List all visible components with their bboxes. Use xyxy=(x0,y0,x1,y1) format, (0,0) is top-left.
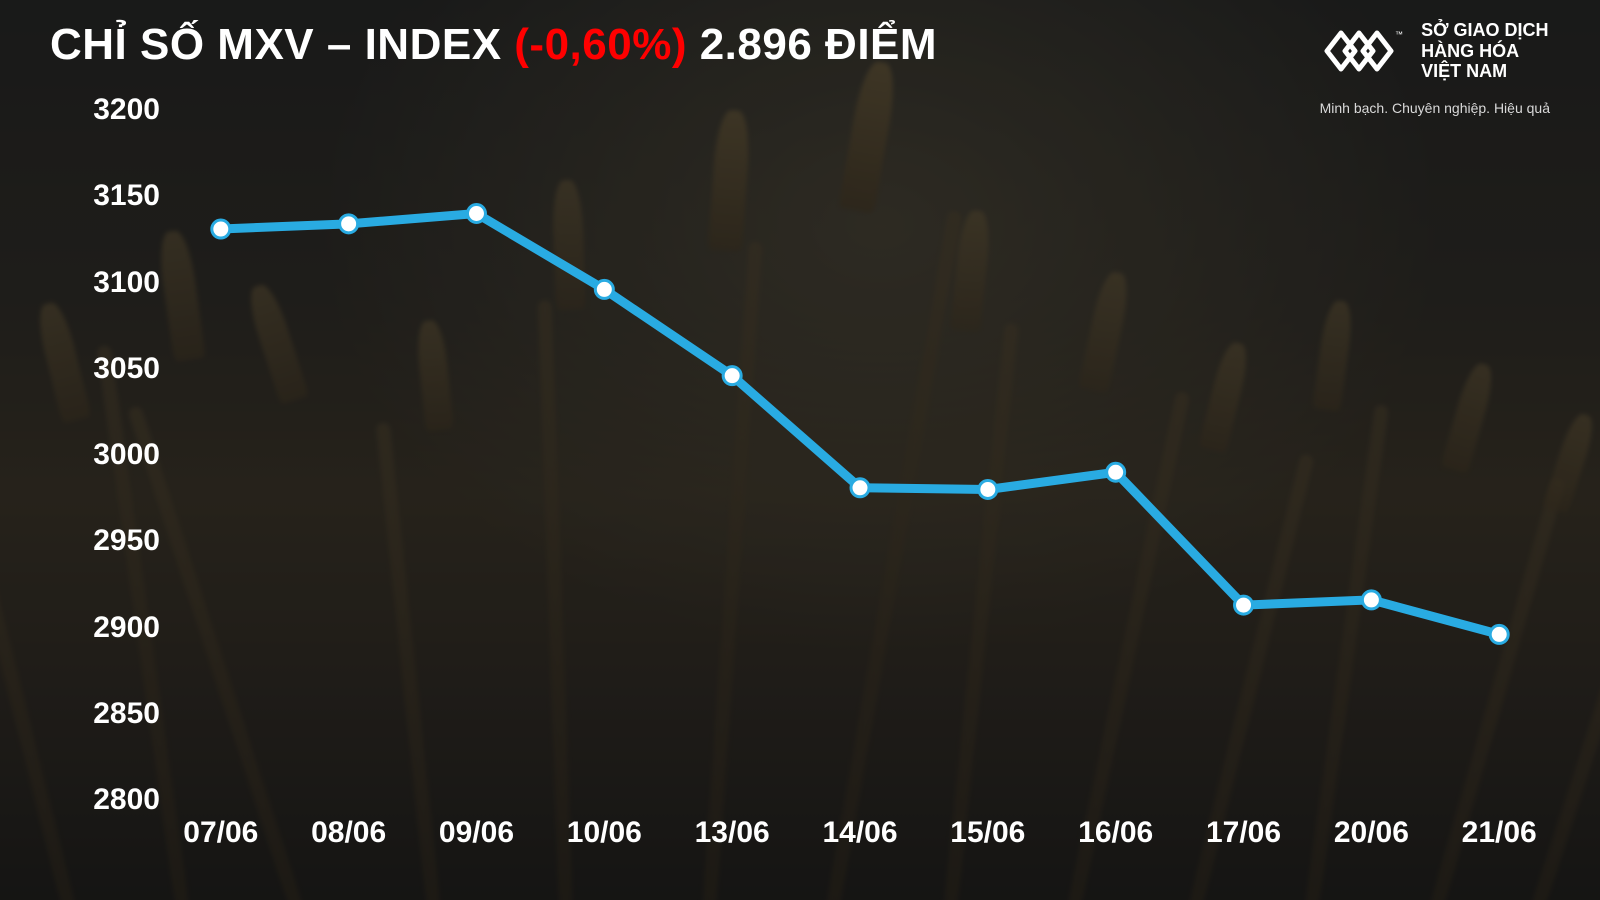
chart-area: 280028502900295030003050310031503200 07/… xyxy=(50,110,1560,860)
x-tick-label: 20/06 xyxy=(1334,816,1409,850)
data-point xyxy=(723,367,741,385)
data-point xyxy=(1362,591,1380,609)
data-point xyxy=(1235,596,1253,614)
plot-area xyxy=(180,110,1540,800)
data-point xyxy=(340,215,358,233)
y-tick-label: 2950 xyxy=(93,524,160,558)
header: CHỈ SỐ MXV – INDEX (-0,60%) 2.896 ĐIỂM ™… xyxy=(50,20,1550,116)
x-tick-label: 15/06 xyxy=(950,816,1025,850)
data-point xyxy=(1490,625,1508,643)
x-tick-label: 14/06 xyxy=(822,816,897,850)
logo-text: SỞ GIAO DỊCH HÀNG HÓA VIỆT NAM xyxy=(1421,20,1548,82)
page-title: CHỈ SỐ MXV – INDEX (-0,60%) 2.896 ĐIỂM xyxy=(50,20,937,70)
x-tick-label: 07/06 xyxy=(183,816,258,850)
data-point xyxy=(979,481,997,499)
data-point xyxy=(1107,463,1125,481)
y-tick-label: 3000 xyxy=(93,438,160,472)
y-tick-label: 2850 xyxy=(93,697,160,731)
title-prefix: CHỈ SỐ MXV – INDEX xyxy=(50,20,514,69)
x-tick-label: 09/06 xyxy=(439,816,514,850)
y-tick-label: 3050 xyxy=(93,352,160,386)
chart-card: CHỈ SỐ MXV – INDEX (-0,60%) 2.896 ĐIỂM ™… xyxy=(0,0,1600,900)
logo-line1: SỞ GIAO DỊCH xyxy=(1421,20,1548,41)
x-tick-label: 08/06 xyxy=(311,816,386,850)
x-tick-label: 13/06 xyxy=(695,816,770,850)
y-axis-labels: 280028502900295030003050310031503200 xyxy=(50,110,170,800)
data-point xyxy=(595,280,613,298)
logo-line2: HÀNG HÓA xyxy=(1421,41,1548,62)
mxv-logo-icon: ™ xyxy=(1321,23,1407,79)
x-tick-label: 17/06 xyxy=(1206,816,1281,850)
x-axis-labels: 07/06 08/06 09/06 10/06 13/06 14/06 15/06 16/06… xyxy=(180,810,1560,860)
data-point xyxy=(851,479,869,497)
data-point xyxy=(467,205,485,223)
x-tick-label: 16/06 xyxy=(1078,816,1153,850)
x-tick-label: 21/06 xyxy=(1462,816,1537,850)
title-pct: (-0,60%) xyxy=(514,20,687,69)
logo-line3: VIỆT NAM xyxy=(1421,61,1548,82)
y-tick-label: 3200 xyxy=(93,93,160,127)
index-line xyxy=(221,214,1499,635)
line-chart-svg xyxy=(180,110,1540,800)
y-tick-label: 3150 xyxy=(93,179,160,213)
x-tick-label: 10/06 xyxy=(567,816,642,850)
data-point xyxy=(212,220,230,238)
logo-block: ™ SỞ GIAO DỊCH HÀNG HÓA VIỆT NAM Minh bạ… xyxy=(1320,20,1550,116)
logo-tm: ™ xyxy=(1395,30,1403,39)
y-tick-label: 2800 xyxy=(93,783,160,817)
y-tick-label: 3100 xyxy=(93,266,160,300)
y-tick-label: 2900 xyxy=(93,611,160,645)
title-suffix: 2.896 ĐIỂM xyxy=(687,20,937,69)
